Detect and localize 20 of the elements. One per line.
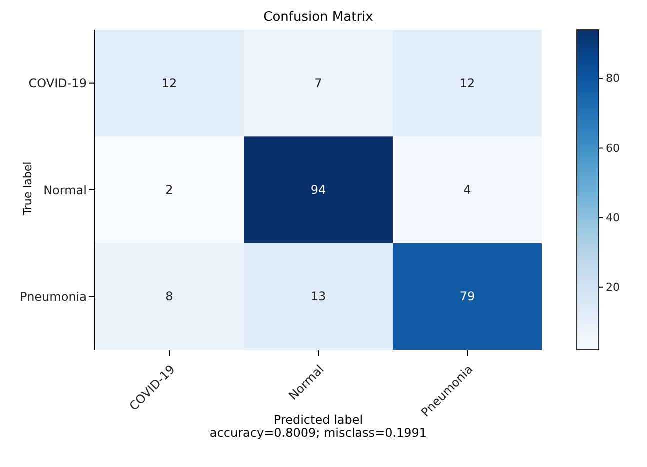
y-tick-label: Normal (44, 183, 87, 198)
data-label: 79 (460, 290, 476, 304)
x-axis-title: Predicted label (274, 413, 364, 427)
data-label: 8 (166, 290, 174, 304)
text: accuracy=0.8009; misclass=0.1991 (208, 426, 428, 440)
y-tick-label: COVID-19 (28, 76, 87, 91)
data-label: 4 (464, 183, 472, 197)
color-bar-label: 60 (606, 142, 620, 155)
y-tick-label: Pneumonia (20, 290, 87, 304)
data-label: 13 (310, 290, 326, 304)
chart-title: Confusion Matrix (262, 10, 374, 25)
data-label: 7 (314, 76, 322, 90)
color-bar-label: 80 (606, 72, 620, 86)
data-label: 12 (460, 76, 476, 90)
data-label: 12 (162, 76, 178, 90)
color-bar-label: 20 (606, 280, 620, 294)
color-bar-label: 40 (606, 211, 620, 224)
data-label: 2 (166, 183, 174, 197)
data-label: 94 (310, 183, 326, 197)
y-axis-title: True label (22, 160, 34, 218)
